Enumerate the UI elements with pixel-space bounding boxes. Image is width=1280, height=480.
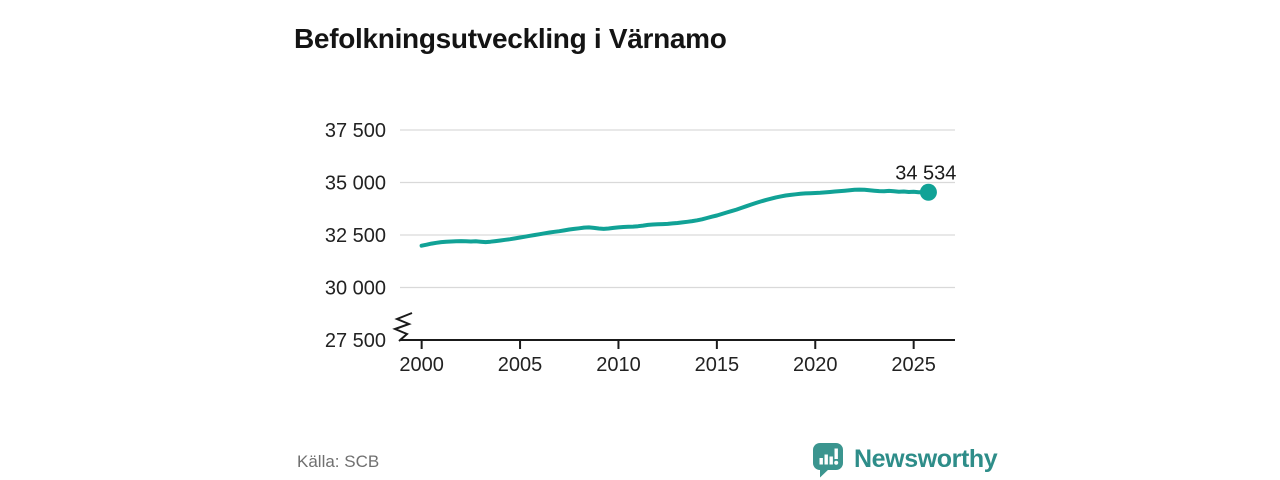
- series-end-dot: [919, 183, 937, 201]
- bar-icon: [824, 454, 828, 465]
- newsworthy-chart-bubble-icon: [813, 443, 843, 478]
- population-line: [419, 187, 931, 248]
- source-note: Källa: SCB: [297, 452, 380, 471]
- x-axis-tick-label: 2025: [891, 354, 936, 376]
- bar-icon: [829, 456, 833, 465]
- y-axis-tick-label: 27 500: [325, 330, 386, 352]
- brand-logo: Newsworthy: [811, 441, 998, 478]
- axis-break-icon: [392, 312, 413, 342]
- y-axis-tick-label: 35 000: [325, 173, 386, 195]
- x-axis-tick-label: 2005: [498, 354, 543, 376]
- brand-name: Newsworthy: [854, 445, 998, 473]
- y-axis-tick-label: 30 000: [325, 278, 386, 300]
- x-axis-tick-label: 2000: [399, 354, 444, 376]
- series-end-value-label: 34 534: [895, 162, 956, 184]
- x-axis-tick-label: 2020: [793, 354, 838, 376]
- y-axis-tick-label: 32 500: [325, 225, 386, 247]
- page-title: Befolkningsutveckling i Värnamo: [294, 22, 727, 54]
- exclamation-icon: [834, 448, 838, 459]
- bar-icon: [819, 458, 823, 465]
- x-axis-tick-label: 2015: [695, 354, 740, 376]
- y-axis-tick-label: 37 500: [325, 120, 386, 142]
- x-axis-tick-label: 2010: [596, 354, 641, 376]
- exclamation-dot-icon: [834, 460, 839, 465]
